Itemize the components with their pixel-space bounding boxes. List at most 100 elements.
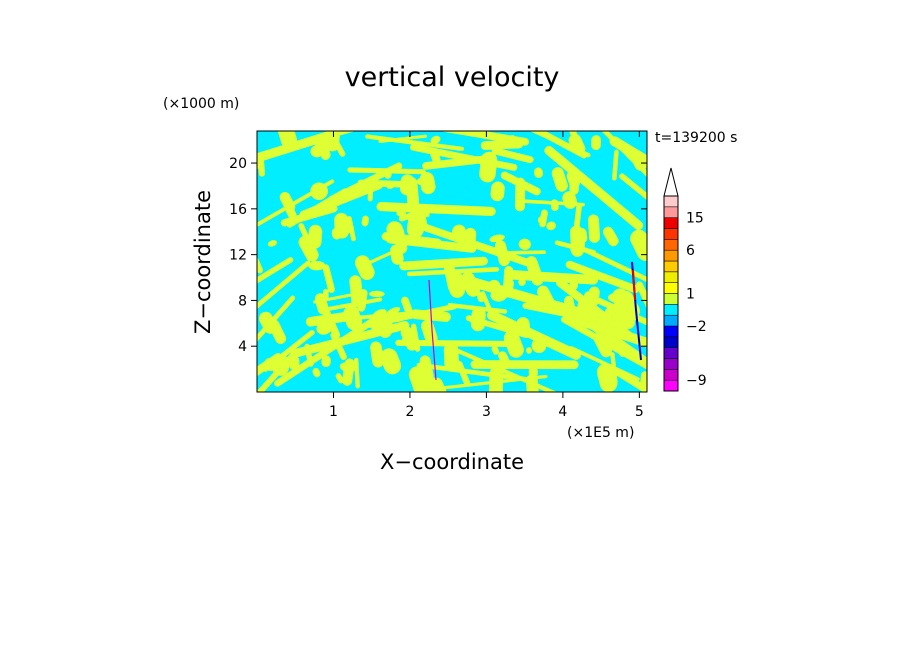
- positive-streak: [607, 292, 626, 303]
- positive-streak: [370, 341, 384, 368]
- positive-streak: [257, 257, 294, 296]
- colorbar-segment: [663, 369, 679, 381]
- positive-streak: [490, 181, 505, 202]
- positive-streak: [309, 310, 427, 324]
- filament-downdraft: [428, 279, 437, 381]
- positive-streak: [357, 289, 368, 312]
- colorbar-segment: [663, 228, 679, 240]
- positive-streak: [480, 291, 495, 317]
- field-positive-streaks: [257, 131, 647, 392]
- positive-streak: [333, 140, 346, 157]
- time-label: t=139200 s: [655, 130, 737, 146]
- positive-streak: [321, 307, 341, 339]
- positive-streak: [500, 171, 541, 196]
- positive-streak: [570, 225, 584, 257]
- colorbar-segment: [663, 249, 679, 262]
- colorbar: −9 −2 1 6 15: [663, 167, 707, 392]
- positive-streak: [312, 368, 321, 378]
- positive-streak: [406, 211, 426, 238]
- positive-streak: [313, 136, 322, 153]
- colorbar-segment: [663, 358, 679, 370]
- colorbar-frame: [663, 195, 679, 392]
- colorbar-segment: [663, 271, 679, 283]
- colorbar-segment: [663, 239, 679, 251]
- positive-streak: [385, 180, 395, 190]
- colorbar-segment: [663, 217, 679, 229]
- positive-streak: [257, 260, 311, 322]
- y-tick-label: 8: [238, 293, 247, 309]
- positive-streak: [354, 255, 375, 281]
- positive-streak: [419, 172, 436, 195]
- positive-streak: [491, 345, 500, 355]
- positive-streak: [369, 290, 385, 298]
- positive-streak: [322, 264, 335, 293]
- colorbar-label: −9: [686, 373, 707, 389]
- positive-streak: [274, 312, 384, 387]
- positive-streak: [489, 234, 505, 243]
- positive-streak: [582, 247, 647, 284]
- positive-streak: [587, 214, 600, 243]
- positive-streak: [288, 355, 300, 371]
- positive-streak: [425, 376, 435, 392]
- plot-frame: [256, 130, 648, 393]
- positive-streak: [321, 355, 331, 368]
- x-tick-label: 5: [635, 404, 644, 420]
- colorbar-label: 1: [686, 287, 695, 303]
- positive-streak: [633, 235, 642, 243]
- colorbar-segment: [663, 282, 679, 294]
- positive-streak: [353, 357, 360, 389]
- positive-streak: [372, 309, 387, 319]
- y-tick-label: 4: [238, 339, 247, 355]
- positive-streak: [304, 343, 314, 367]
- positive-streak: [396, 210, 406, 217]
- positive-streak: [257, 179, 335, 235]
- positive-streak: [430, 135, 441, 145]
- positive-streak: [409, 143, 518, 171]
- positive-streak: [612, 149, 619, 181]
- colorbar-label: 6: [686, 243, 695, 259]
- x-tick-label: 4: [558, 404, 567, 420]
- positive-streak: [365, 134, 465, 151]
- positive-streak: [551, 167, 568, 192]
- positive-streak: [546, 221, 556, 231]
- positive-streak: [539, 209, 548, 228]
- positive-streak: [383, 168, 392, 179]
- filament-updraft: [632, 269, 636, 301]
- chart-title: vertical velocity: [345, 62, 560, 93]
- x-unit-label: (×1E5 m): [567, 425, 634, 441]
- positive-streak: [401, 257, 470, 265]
- y-tick-label: 16: [229, 202, 247, 218]
- positive-streak: [459, 232, 474, 243]
- positive-streak: [298, 235, 319, 262]
- positive-streak: [486, 310, 582, 360]
- positive-streak: [298, 222, 313, 249]
- colorbar-label: −2: [686, 319, 707, 335]
- positive-streak: [424, 205, 430, 218]
- positive-streak: [560, 316, 647, 372]
- positive-streak: [596, 363, 618, 392]
- positive-streak: [383, 360, 395, 367]
- positive-streak: [308, 260, 326, 271]
- positive-streak: [569, 345, 640, 381]
- positive-streak: [313, 292, 358, 304]
- positive-streak: [335, 373, 344, 384]
- positive-streak: [262, 329, 315, 372]
- positive-streak: [267, 240, 278, 247]
- positive-streak: [386, 221, 405, 242]
- positive-streak: [488, 279, 501, 292]
- positive-streak: [401, 296, 415, 320]
- positive-streak: [550, 199, 559, 212]
- y-axis: 4 8 12 16 20: [229, 156, 647, 355]
- positive-streak: [378, 134, 428, 143]
- positive-streak: [537, 216, 543, 224]
- positive-streak: [565, 312, 647, 355]
- colorbar-segment: [663, 379, 679, 392]
- colorbar-segment: [663, 195, 679, 208]
- positive-streak: [565, 260, 640, 294]
- positive-streak: [332, 331, 342, 349]
- positive-streak: [491, 147, 534, 164]
- x-axis: 1 2 3 4 5: [329, 131, 644, 420]
- x-tick-label: 3: [482, 404, 491, 420]
